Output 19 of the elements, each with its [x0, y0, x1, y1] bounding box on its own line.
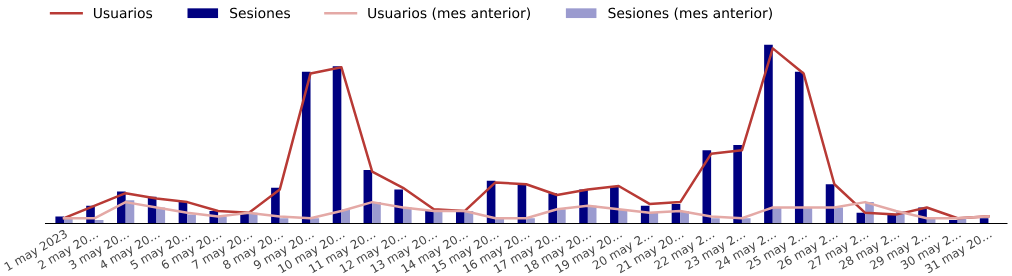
bar	[733, 144, 742, 224]
bar	[425, 211, 434, 224]
bar	[557, 209, 566, 224]
legend-label: Sesiones (mes anterior)	[608, 7, 772, 20]
bar	[301, 71, 311, 224]
bar	[372, 202, 381, 224]
bar	[741, 218, 751, 224]
bar	[702, 150, 712, 224]
legend-label: Sesiones	[230, 7, 291, 19]
legend-label: Usuarios	[93, 7, 153, 19]
bar	[794, 71, 804, 224]
bar	[834, 207, 844, 224]
bar	[455, 211, 465, 224]
bar	[187, 214, 196, 224]
bar	[711, 218, 720, 224]
bar	[55, 216, 65, 224]
legend-label: Usuarios (mes anterior)	[368, 7, 530, 20]
bar	[764, 44, 773, 224]
bar	[394, 189, 403, 224]
